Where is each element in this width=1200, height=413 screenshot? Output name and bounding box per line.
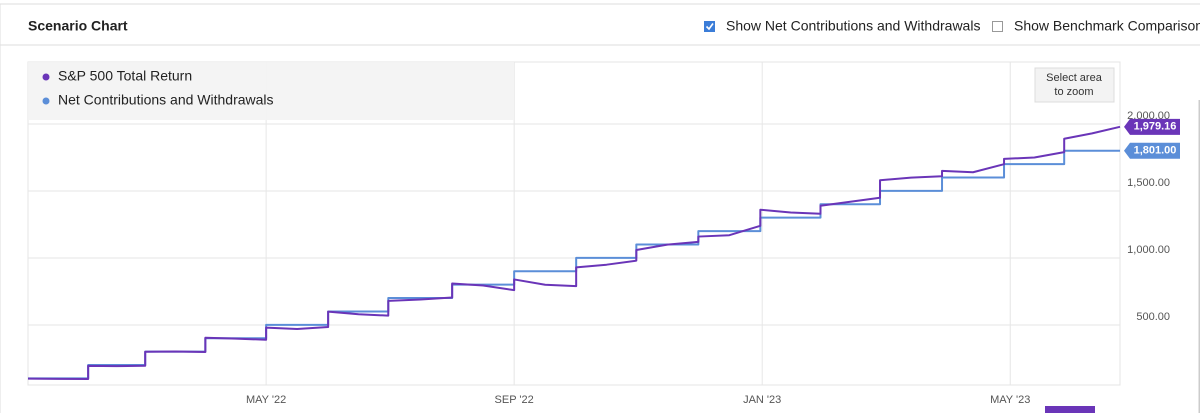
panel-title: Scenario Chart <box>28 18 128 34</box>
series-line <box>27 125 1121 380</box>
value-label: 1,979.16 <box>1134 121 1177 133</box>
y-tick-label: 1,500.00 <box>1127 177 1170 189</box>
checkbox[interactable] <box>992 21 1003 32</box>
navigator-handle[interactable] <box>1045 406 1095 413</box>
legend-box <box>28 62 514 120</box>
option[interactable]: Show Net Contributions and Withdrawals <box>704 18 980 34</box>
y-tick-label: 1,000.00 <box>1127 244 1170 256</box>
checkbox[interactable] <box>704 21 715 32</box>
option-label[interactable]: Show Benchmark Comparison <box>1014 18 1200 34</box>
x-tick-label: JAN '23 <box>743 394 781 406</box>
legend-label: Net Contributions and Withdrawals <box>58 92 274 108</box>
zoom-button-label[interactable]: Select area <box>1046 72 1103 84</box>
x-tick-label: MAY '23 <box>990 394 1030 406</box>
value-tag <box>1124 118 1180 135</box>
series-line <box>28 149 1120 380</box>
option-label[interactable]: Show Net Contributions and Withdrawals <box>726 18 980 34</box>
zoom-button[interactable] <box>1034 67 1115 103</box>
y-tick-label: 500.00 <box>1136 311 1170 323</box>
x-tick-label: MAY '22 <box>246 394 286 406</box>
legend: Net Contributions and Withdrawals S&P 500… <box>42 68 274 108</box>
check-mark <box>705 23 714 31</box>
legend-marker <box>42 73 50 81</box>
option[interactable]: Show Benchmark Comparison <box>992 18 1200 34</box>
plot-frame <box>27 61 1121 386</box>
x-tick-label: SEP '22 <box>495 394 534 406</box>
legend-marker <box>42 97 50 105</box>
value-tag <box>1124 142 1180 159</box>
zoom-button-label[interactable]: to zoom <box>1054 86 1093 98</box>
legend-label: S&P 500 Total Return <box>58 68 192 84</box>
value-label: 1,801.00 <box>1134 145 1177 157</box>
